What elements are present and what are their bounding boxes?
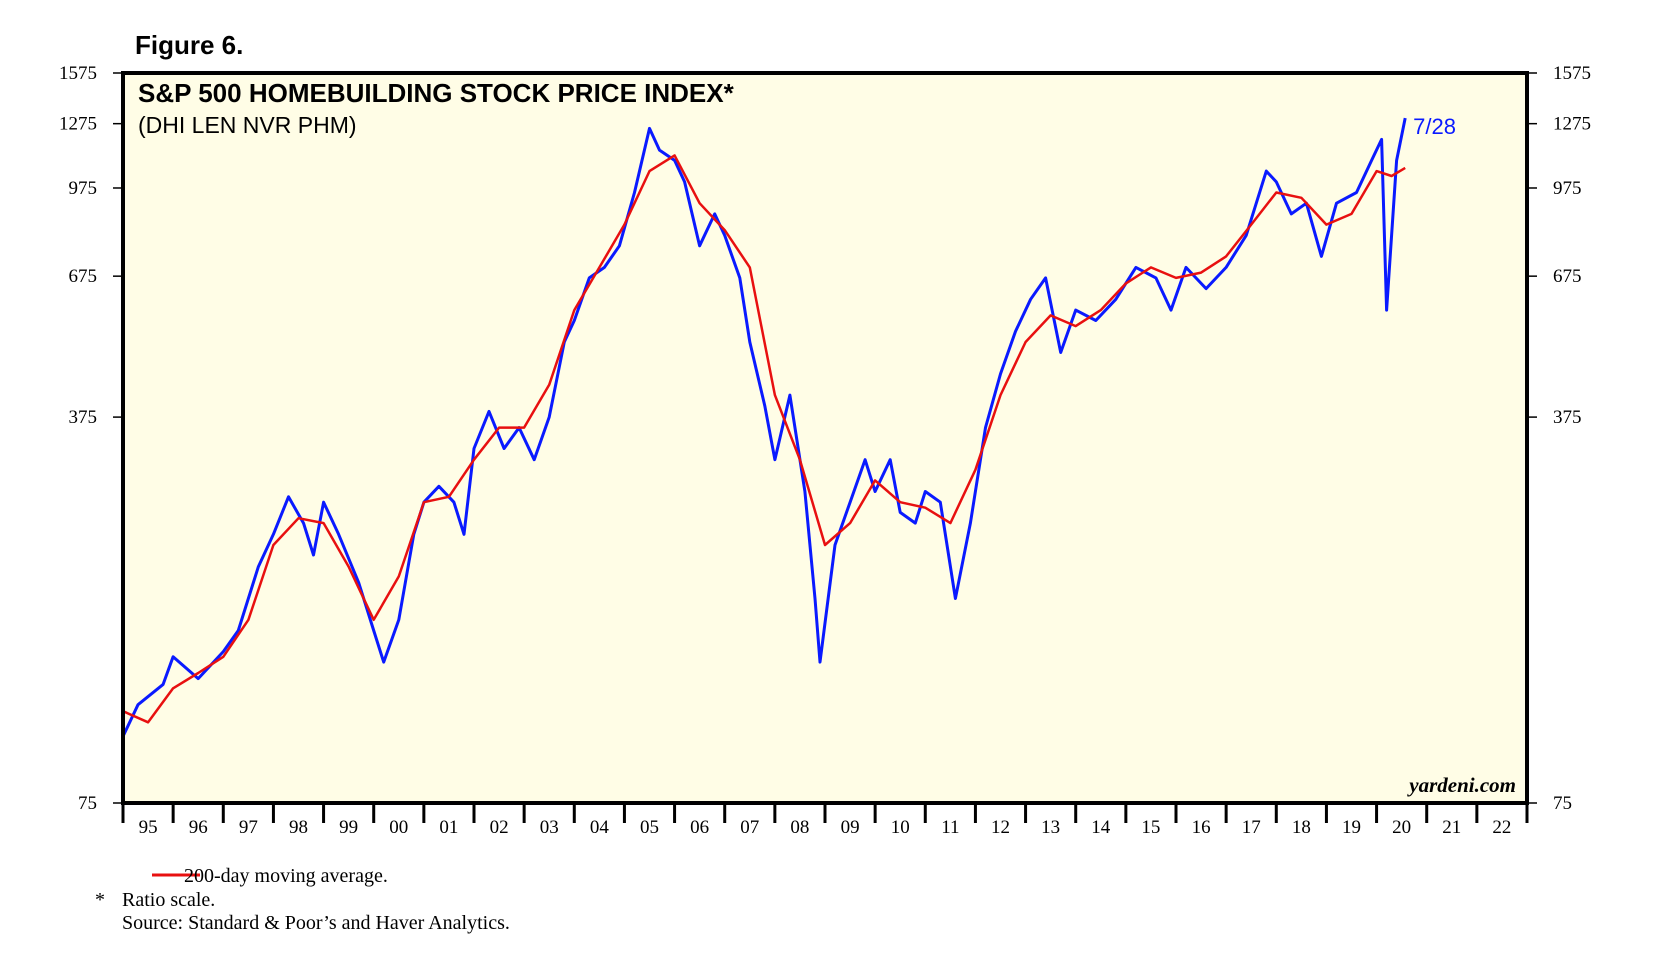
y-tick-label: 1575 bbox=[59, 63, 97, 84]
x-tick-label: 16 bbox=[1192, 817, 1211, 838]
x-tick-label: 03 bbox=[540, 817, 559, 838]
x-tick-label: 00 bbox=[389, 817, 408, 838]
x-tick-label: 08 bbox=[790, 817, 809, 838]
y-tick-label: 675 bbox=[69, 266, 98, 287]
y2-tick-label: 675 bbox=[1553, 266, 1582, 287]
x-tick-label: 17 bbox=[1242, 817, 1261, 838]
x-tick-label: 11 bbox=[941, 817, 959, 838]
y-tick-label: 975 bbox=[69, 178, 98, 199]
series-line bbox=[122, 154, 1406, 724]
chart-subtitle: (DHI LEN NVR PHM) bbox=[138, 112, 357, 138]
y-tick-label: 375 bbox=[69, 407, 98, 428]
y-tick-label: 1275 bbox=[59, 114, 97, 135]
x-tick-label: 07 bbox=[740, 817, 759, 838]
x-tick-label: 06 bbox=[690, 817, 709, 838]
footnote: Ratio scale. bbox=[122, 889, 215, 911]
y-tick-label: 75 bbox=[78, 793, 97, 814]
source: Source: Standard & Poor’s and Haver Anal… bbox=[122, 912, 510, 934]
x-tick-label: 18 bbox=[1292, 817, 1311, 838]
y2-tick-label: 75 bbox=[1553, 793, 1572, 814]
x-tick-label: 22 bbox=[1492, 817, 1511, 838]
x-tick-label: 95 bbox=[139, 817, 158, 838]
x-tick-label: 21 bbox=[1442, 817, 1461, 838]
x-tick-label: 19 bbox=[1342, 817, 1361, 838]
x-tick-label: 10 bbox=[891, 817, 910, 838]
x-tick-label: 97 bbox=[239, 817, 258, 838]
x-tick-label: 02 bbox=[490, 817, 509, 838]
x-tick-label: 20 bbox=[1392, 817, 1411, 838]
x-tick-label: 05 bbox=[640, 817, 659, 838]
x-tick-label: 98 bbox=[289, 817, 308, 838]
y2-tick-label: 975 bbox=[1553, 178, 1582, 199]
x-tick-label: 04 bbox=[590, 817, 610, 838]
legend-label: 200-day moving average. bbox=[184, 865, 388, 887]
footnote-mark: * bbox=[95, 889, 105, 911]
plot-background bbox=[123, 73, 1527, 803]
x-tick-label: 14 bbox=[1091, 817, 1111, 838]
y2-tick-label: 1575 bbox=[1553, 63, 1591, 84]
x-tick-label: 12 bbox=[991, 817, 1010, 838]
x-tick-label: 96 bbox=[189, 817, 208, 838]
plot-frame bbox=[121, 71, 1529, 805]
watermark: yardeni.com bbox=[1406, 773, 1516, 797]
y2-tick-label: 375 bbox=[1553, 407, 1582, 428]
annotation: 7/28 bbox=[1413, 114, 1456, 139]
y2-tick-label: 1275 bbox=[1553, 114, 1591, 135]
x-tick-label: 01 bbox=[439, 817, 458, 838]
x-tick-label: 13 bbox=[1041, 817, 1060, 838]
figure-label: Figure 6. bbox=[135, 30, 243, 60]
x-tick-label: 09 bbox=[841, 817, 860, 838]
x-tick-label: 99 bbox=[339, 817, 358, 838]
x-tick-label: 15 bbox=[1141, 817, 1160, 838]
chart-title: S&P 500 HOMEBUILDING STOCK PRICE INDEX* bbox=[138, 78, 735, 108]
